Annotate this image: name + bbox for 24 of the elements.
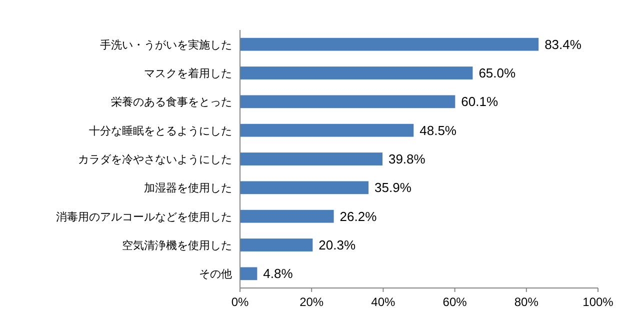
data-label: 26.2% (340, 208, 378, 224)
data-label: 4.8% (263, 266, 294, 282)
y-tick-label: カラダを冷やさないようにした (78, 154, 232, 166)
data-label: 20.3% (318, 238, 356, 252)
x-tick-label: 60% (442, 295, 468, 309)
data-label: 48.5% (420, 122, 457, 138)
data-label: 83.4% (544, 36, 582, 52)
y-tick-label: 手洗い・うがいを実施した (100, 38, 232, 52)
data-label: 60.1% (461, 94, 498, 110)
x-tick-label: 0% (231, 295, 249, 309)
y-tick-label: 空気清浄機を使用した (122, 239, 232, 252)
y-tick-label: 栄養のある食事をとった (111, 96, 232, 109)
x-tick-label: 80% (514, 295, 539, 309)
x-tick-label: 20% (300, 295, 324, 309)
y-tick-label: その他 (199, 268, 232, 281)
y-tick-label: 加湿器を使用した (144, 182, 232, 195)
x-tick-label: 40% (371, 295, 396, 309)
y-tick-label: 十分な睡眠をとるようにした (89, 124, 232, 138)
x-tick-label: 100% (582, 295, 614, 309)
data-label: 65.0% (478, 66, 516, 80)
y-tick-label: マスクを着用した (144, 67, 232, 80)
y-tick-label: 消毒用のアルコールなどを使用した (56, 210, 232, 224)
data-label: 35.9% (374, 180, 412, 196)
data-label: 39.8% (388, 152, 426, 166)
